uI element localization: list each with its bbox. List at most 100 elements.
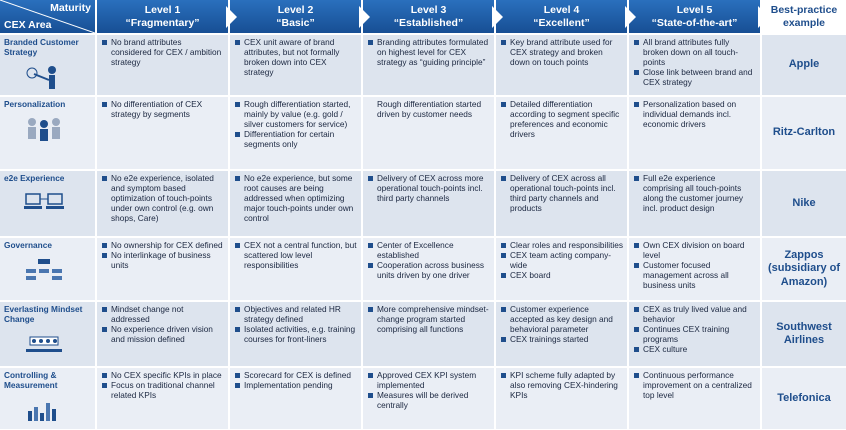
bullet-item: No brand attributes considered for CEX /… <box>102 37 224 68</box>
bullet-item: Cooperation across business units driven… <box>368 260 490 281</box>
bullet-list: Objectives and related HR strategy defin… <box>235 304 357 345</box>
level-number: Level 2 <box>277 4 314 17</box>
best-practice-header: Best-practice example <box>762 0 846 33</box>
corner-bottom: CEX Area <box>4 18 52 31</box>
area-icon <box>26 258 62 280</box>
bullet-item: Rough differentiation started, mainly by… <box>235 99 357 130</box>
bullet-list: Rough differentiation started, mainly by… <box>235 99 357 150</box>
level-number: Level 5 <box>676 4 713 17</box>
bullet-item: No ownership for CEX defined <box>102 240 224 251</box>
bullet-item: Objectives and related HR strategy defin… <box>235 304 357 325</box>
area-icon <box>26 336 62 352</box>
bullet-item: Personalization based on individual dema… <box>634 99 756 130</box>
level-cell: Customer experience accepted as key desi… <box>496 300 627 366</box>
bullet-item: All brand attributes fully broken down o… <box>634 37 756 68</box>
bullet-item: Mindset change not addressed <box>102 304 224 325</box>
area-cell: Branded Customer Strategy <box>0 33 95 95</box>
bullet-list: Full e2e experience comprising all touch… <box>634 173 756 214</box>
level-header: Level 5 “State-of-the-art” <box>629 0 769 33</box>
level-cell: No differentiation of CEX strategy by se… <box>97 95 228 169</box>
bullet-list: Own CEX division on board level Customer … <box>634 240 756 291</box>
area-cell: Everlasting Mindset Change <box>0 300 95 366</box>
level-cell: Key brand attribute used for CEX strateg… <box>496 33 627 95</box>
example-cell: Southwest Airlines <box>762 300 846 366</box>
level-header: Level 2 “Basic” <box>230 0 370 33</box>
bullet-item: CEX culture <box>634 344 756 355</box>
level-cell: Approved CEX KPI system implemented Measu… <box>363 366 494 429</box>
level-cell: No CEX specific KPIs in place Focus on tr… <box>97 366 228 429</box>
corner-top: Maturity <box>50 2 91 14</box>
level-name: “State-of-the-art” <box>651 16 738 29</box>
bullet-item: CEX trainings started <box>501 334 623 345</box>
level-cell: All brand attributes fully broken down o… <box>629 33 760 95</box>
bullet-item: No e2e experience, isolated and symptom … <box>102 173 224 224</box>
bullet-list: Delivery of CEX across more operational … <box>368 173 490 204</box>
bullet-item: Continuous performance improvement on a … <box>634 370 756 401</box>
bullet-list: Customer experience accepted as key desi… <box>501 304 623 345</box>
bullet-item: Implementation pending <box>235 380 357 391</box>
bullet-item: No differentiation of CEX strategy by se… <box>102 99 224 120</box>
area-label: e2e Experience <box>4 173 65 183</box>
bullet-item: KPI scheme fully adapted by also removin… <box>501 370 623 401</box>
level-name: “Basic” <box>276 16 315 29</box>
table-row: Controlling & Measurement No CEX specific… <box>0 366 846 429</box>
bullet-list: No CEX specific KPIs in place Focus on tr… <box>102 370 224 401</box>
level-cell: No e2e experience, isolated and symptom … <box>97 169 228 236</box>
bullet-item: No CEX specific KPIs in place <box>102 370 224 381</box>
level-cell: Detailed differentiation according to se… <box>496 95 627 169</box>
table-row: Branded Customer Strategy No brand attrib… <box>0 33 846 95</box>
bullet-item: Customer focused management across all b… <box>634 260 756 291</box>
level-cell: Objectives and related HR strategy defin… <box>230 300 361 366</box>
bullet-item: Branding attributes formulated on highes… <box>368 37 490 68</box>
bullet-item: Full e2e experience comprising all touch… <box>634 173 756 214</box>
level-cell: More comprehensive mindset-change progra… <box>363 300 494 366</box>
bullet-item: Close link between brand and CEX strateg… <box>634 67 756 88</box>
level-number: Level 1 <box>144 4 181 17</box>
bullet-item: Measures will be derived centrally <box>368 390 490 411</box>
level-cell: Personalization based on individual dema… <box>629 95 760 169</box>
bullet-list: All brand attributes fully broken down o… <box>634 37 756 88</box>
level-cell: No e2e experience, but some root causes … <box>230 169 361 236</box>
bullet-list: KPI scheme fully adapted by also removin… <box>501 370 623 401</box>
level-header: Level 1 “Fragmentary” <box>97 0 237 33</box>
area-cell: Controlling & Measurement <box>0 366 95 429</box>
level-header: Level 4 “Excellent” <box>496 0 636 33</box>
area-cell: Personalization <box>0 95 95 169</box>
level-cell: CEX unit aware of brand attributes, but … <box>230 33 361 95</box>
bullet-item: CEX board <box>501 270 623 281</box>
level-cell: CEX as truly lived value and behavior Con… <box>629 300 760 366</box>
bullet-item: No interlinkage of business units <box>102 250 224 271</box>
bullet-list: CEX as truly lived value and behavior Con… <box>634 304 756 355</box>
level-cell: Scorecard for CEX is defined Implementati… <box>230 366 361 429</box>
bullet-list: No e2e experience, isolated and symptom … <box>102 173 224 224</box>
bullet-item: Detailed differentiation according to se… <box>501 99 623 140</box>
area-label: Everlasting Mindset Change <box>4 304 83 324</box>
area-cell: e2e Experience <box>0 169 95 236</box>
cell-text: Rough differentiation started driven by … <box>377 99 482 119</box>
bullet-list: Clear roles and responsibilities CEX team… <box>501 240 623 281</box>
example-cell: Telefonica <box>762 366 846 429</box>
table-row: Everlasting Mindset Change Mindset change… <box>0 300 846 366</box>
bullet-item: Own CEX division on board level <box>634 240 756 261</box>
area-label: Controlling & Measurement <box>4 370 58 390</box>
level-cell: CEX not a central function, but scattere… <box>230 236 361 300</box>
level-cell: Center of Excellence established Cooperat… <box>363 236 494 300</box>
bullet-item: Customer experience accepted as key desi… <box>501 304 623 335</box>
bullet-list: Detailed differentiation according to se… <box>501 99 623 140</box>
bullet-item: Delivery of CEX across more operational … <box>368 173 490 204</box>
bullet-item: Delivery of CEX across all operational t… <box>501 173 623 214</box>
bullet-list: More comprehensive mindset-change progra… <box>368 304 490 335</box>
level-header: Level 3 “Established” <box>363 0 503 33</box>
bullet-item: Continues CEX training programs <box>634 324 756 345</box>
bullet-item: Differentiation for certain segments onl… <box>235 129 357 150</box>
level-cell: Rough differentiation started, mainly by… <box>230 95 361 169</box>
table-row: Personalization No differentiation of CEX… <box>0 95 846 169</box>
bullet-item: CEX not a central function, but scattere… <box>235 240 357 271</box>
example-cell: Apple <box>762 33 846 95</box>
bullet-list: Key brand attribute used for CEX strateg… <box>501 37 623 68</box>
level-cell: Mindset change not addressed No experienc… <box>97 300 228 366</box>
level-cell: KPI scheme fully adapted by also removin… <box>496 366 627 429</box>
bullet-list: CEX unit aware of brand attributes, but … <box>235 37 357 78</box>
